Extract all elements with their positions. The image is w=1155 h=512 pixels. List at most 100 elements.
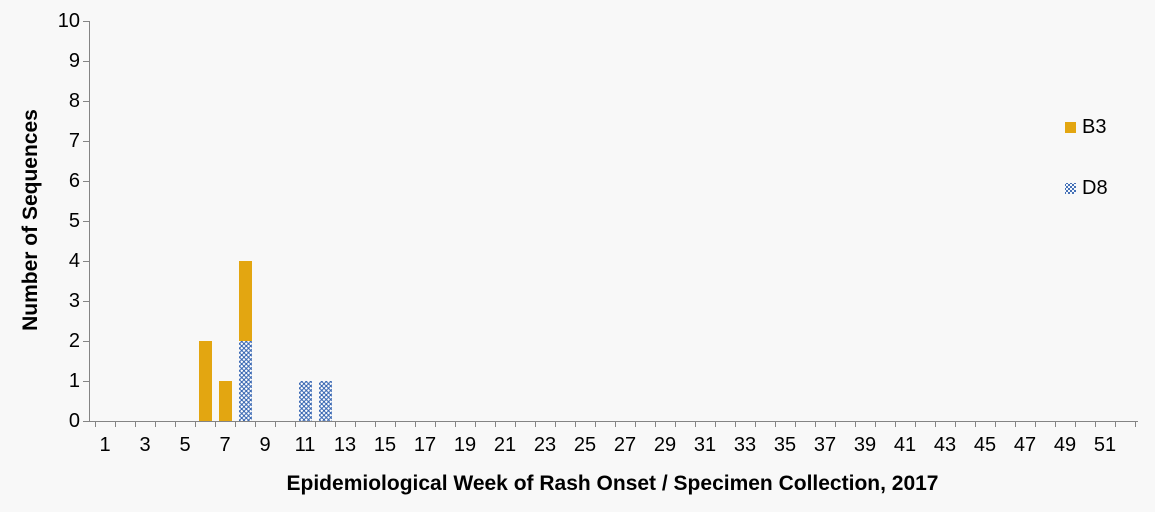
y-tick-label: 6 [68, 170, 80, 192]
x-tick [235, 422, 236, 427]
y-tick [83, 101, 89, 102]
x-tick [1115, 422, 1116, 427]
x-tick-label: 25 [573, 434, 597, 456]
x-tick [975, 422, 976, 427]
x-tick [715, 422, 716, 427]
y-axis-line [89, 21, 90, 422]
x-tick [695, 422, 696, 427]
x-tick [1095, 422, 1096, 427]
x-axis-title: Epidemiological Week of Rash Onset / Spe… [286, 472, 939, 495]
y-tick [83, 61, 89, 62]
legend-label-d8: D8 [1082, 177, 1108, 199]
y-tick [83, 341, 89, 342]
x-tick [935, 422, 936, 427]
x-tick [555, 422, 556, 427]
x-tick [855, 422, 856, 427]
x-tick [275, 422, 276, 427]
y-tick-label: 10 [57, 10, 80, 32]
bar-d8-week-8 [238, 341, 252, 421]
x-tick [1035, 422, 1036, 427]
x-tick [475, 422, 476, 427]
x-tick-label: 5 [179, 434, 191, 456]
x-tick [955, 422, 956, 427]
x-tick [915, 422, 916, 427]
x-tick-label: 33 [733, 434, 757, 456]
x-tick [755, 422, 756, 427]
x-tick-label: 7 [219, 434, 231, 456]
x-tick-label: 21 [493, 434, 517, 456]
x-tick [895, 422, 896, 427]
x-tick [335, 422, 336, 427]
x-tick [395, 422, 396, 427]
x-tick [195, 422, 196, 427]
legend-label-b3: B3 [1082, 116, 1107, 138]
x-tick [175, 422, 176, 427]
x-tick-label: 3 [139, 434, 151, 456]
x-tick-label: 29 [653, 434, 677, 456]
y-tick [83, 301, 89, 302]
x-tick [595, 422, 596, 427]
x-tick [875, 422, 876, 427]
x-tick [615, 422, 616, 427]
x-tick [95, 422, 96, 427]
y-tick [83, 261, 89, 262]
legend: B3 D8 [1065, 116, 1108, 199]
x-tick-label: 19 [453, 434, 477, 456]
bar-d8-week-12 [318, 381, 332, 421]
x-tick [1015, 422, 1016, 427]
x-tick-label: 1 [99, 434, 111, 456]
y-tick [83, 421, 89, 422]
x-tick [1075, 422, 1076, 427]
x-tick [735, 422, 736, 427]
x-tick [255, 422, 256, 427]
y-tick [83, 221, 89, 222]
x-tick [835, 422, 836, 427]
y-tick-label: 9 [68, 50, 80, 72]
x-tick-label: 45 [973, 434, 997, 456]
y-tick-label: 3 [68, 290, 80, 312]
legend-item-d8: D8 [1065, 177, 1108, 199]
x-tick [375, 422, 376, 427]
y-tick [83, 381, 89, 382]
x-tick-label: 11 [294, 434, 316, 456]
x-tick [635, 422, 636, 427]
x-tick [1055, 422, 1056, 427]
x-tick [495, 422, 496, 427]
y-tick-label: 1 [68, 370, 80, 392]
x-axis-line [89, 421, 1138, 422]
y-tick-label: 4 [68, 250, 80, 272]
bar-d8-week-11 [298, 381, 312, 421]
x-tick-label: 35 [773, 434, 797, 456]
y-tick [83, 141, 89, 142]
y-tick [83, 181, 89, 182]
x-tick-label: 23 [533, 434, 557, 456]
x-tick [995, 422, 996, 427]
y-tick-label: 0 [68, 410, 80, 432]
y-tick-label: 8 [68, 90, 80, 112]
x-tick [675, 422, 676, 427]
x-tick [515, 422, 516, 427]
x-tick-label: 49 [1053, 434, 1077, 456]
x-tick-label: 15 [373, 434, 397, 456]
y-tick-label: 5 [68, 210, 80, 232]
x-tick-label: 27 [613, 434, 637, 456]
x-tick [455, 422, 456, 427]
bar-b3-week-8 [238, 261, 252, 341]
bar-b3-week-7 [218, 381, 232, 421]
x-tick-label: 37 [813, 434, 837, 456]
x-tick [775, 422, 776, 427]
x-tick-label: 41 [893, 434, 917, 456]
x-tick [655, 422, 656, 427]
x-tick [215, 422, 216, 427]
x-tick [795, 422, 796, 427]
legend-swatch-b3 [1065, 121, 1076, 133]
x-tick-label: 51 [1093, 434, 1117, 456]
y-tick-label: 2 [68, 330, 80, 352]
bar-b3-week-6 [198, 341, 212, 421]
x-tick [135, 422, 136, 427]
x-tick-label: 9 [259, 434, 271, 456]
x-tick [115, 422, 116, 427]
x-tick-label: 43 [933, 434, 957, 456]
y-tick [83, 21, 89, 22]
